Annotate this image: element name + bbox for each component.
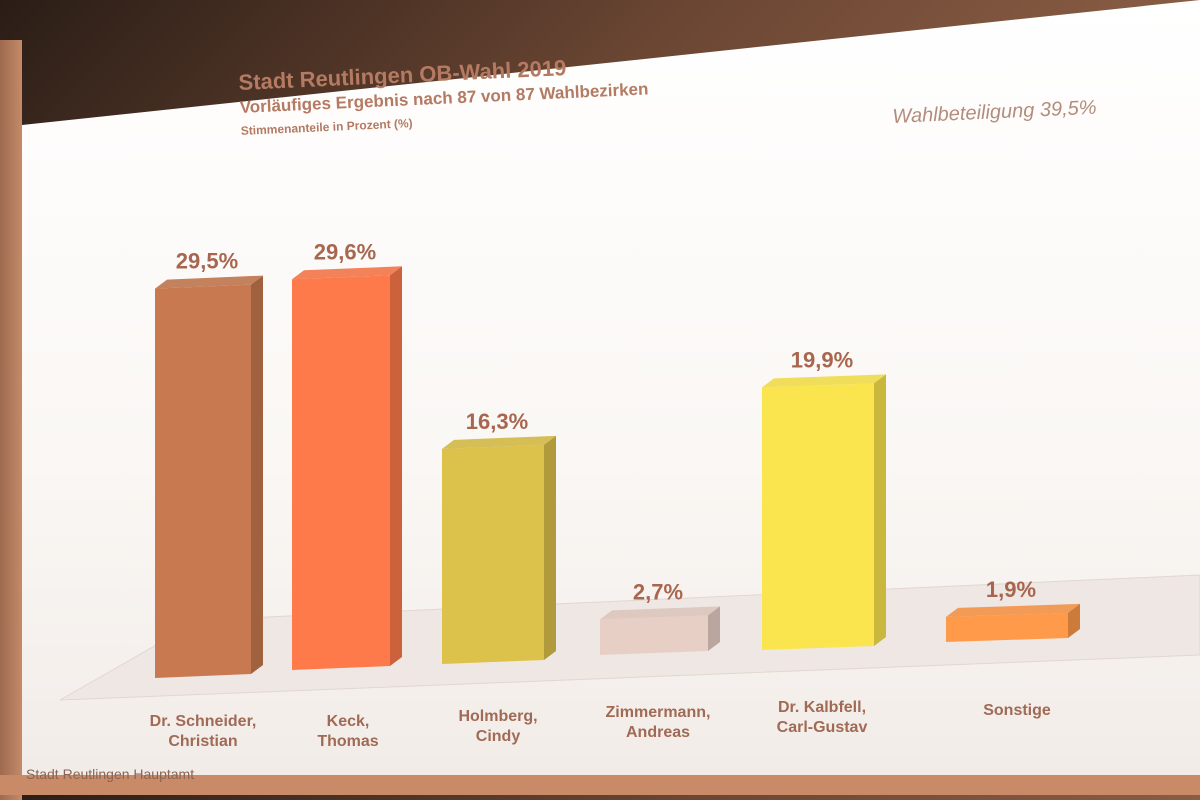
bar-2 <box>442 435 556 664</box>
screen-frame-bottom <box>0 775 1200 795</box>
value-label-2: 16,3% <box>466 409 528 434</box>
bar-5 <box>946 603 1080 642</box>
bar-top-1 <box>292 266 402 280</box>
bar-side-5 <box>1068 603 1080 638</box>
bar-front-4 <box>762 383 874 650</box>
category-label-2: Holmberg, Cindy <box>458 708 538 745</box>
bar-side-3 <box>708 606 720 651</box>
category-label-1: Keck, Thomas <box>317 713 379 750</box>
bar-0 <box>155 275 263 678</box>
bar-front-2 <box>442 444 544 664</box>
value-label-4: 19,9% <box>791 347 853 372</box>
bar-side-1 <box>390 266 402 666</box>
bar-top-3 <box>600 606 720 620</box>
value-label-5: 1,9% <box>986 577 1036 602</box>
bar-front-5 <box>946 612 1068 642</box>
bar-4 <box>762 374 886 650</box>
category-label-4: Dr. Kalbfell, Carl-Gustav <box>776 699 868 736</box>
bar-3 <box>600 606 720 655</box>
value-label-0: 29,5% <box>176 249 238 274</box>
bar-front-1 <box>292 275 390 670</box>
category-label-0: Dr. Schneider, Christian <box>149 713 257 750</box>
value-label-3: 2,7% <box>633 579 683 604</box>
category-label-5: Sonstige <box>983 702 1051 719</box>
bar-side-2 <box>544 435 556 660</box>
source-note: Stadt Reutlingen Hauptamt <box>26 766 195 782</box>
bar-front-0 <box>155 284 251 678</box>
bar-side-4 <box>874 374 886 646</box>
bar-top-0 <box>155 275 263 289</box>
bar-front-3 <box>600 615 708 655</box>
bar-side-0 <box>251 275 263 674</box>
category-label-3: Zimmermann, Andreas <box>605 704 711 741</box>
bar-1 <box>292 266 402 670</box>
value-label-1: 29,6% <box>314 239 376 264</box>
bar-top-4 <box>762 374 886 388</box>
bar-top-5 <box>946 603 1080 617</box>
bar-top-2 <box>442 435 556 449</box>
screen-frame-left <box>0 40 22 800</box>
